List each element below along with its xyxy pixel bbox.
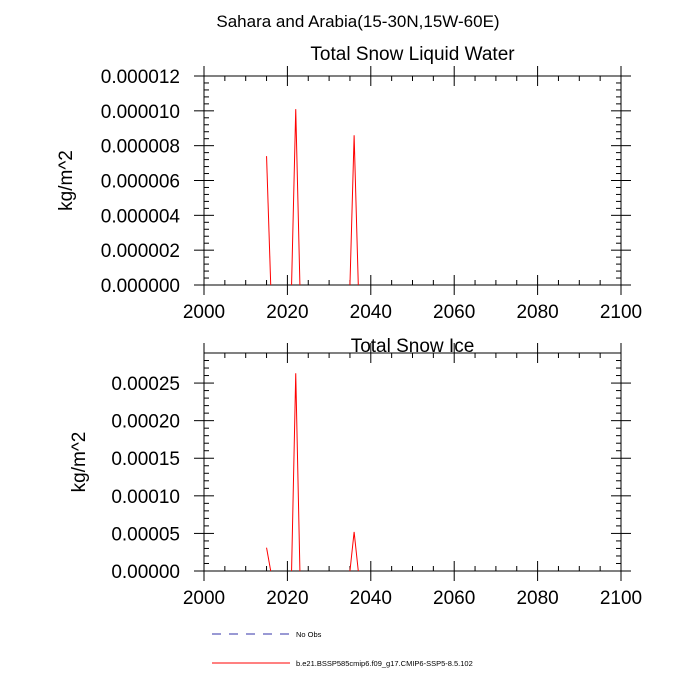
legend: No Obs b.e21.BSSP585cmip6.f09_g17.CMIP6-… <box>212 630 473 668</box>
series-line-model <box>266 156 272 286</box>
y-tick-label: 0.00005 <box>111 524 180 545</box>
y-tick-label: 0.00000 <box>111 562 180 583</box>
x-tick-label: 2000 <box>183 588 225 609</box>
x-tick-label: 2080 <box>516 302 558 323</box>
y-tick-label: 0.000010 <box>101 102 180 123</box>
x-tick-label: 2040 <box>350 302 392 323</box>
y-tick-label: 0.00020 <box>111 412 180 433</box>
series-line-model <box>291 373 301 572</box>
panel-title: Total Snow Liquid Water <box>310 44 515 65</box>
series-line-model <box>349 135 359 286</box>
x-tick-label: 2020 <box>266 302 308 323</box>
legend-label-no-obs: No Obs <box>296 630 322 639</box>
x-tick-label: 2100 <box>600 588 642 609</box>
y-tick-label: 0.000012 <box>101 67 180 88</box>
chart-panels: Total Snow Liquid Water 2000 2020 2040 2060 2… <box>56 44 642 609</box>
x-tick-label: 2060 <box>433 588 475 609</box>
x-tick-label: 2020 <box>266 588 308 609</box>
y-tick-label: 0.00015 <box>111 449 180 470</box>
y-tick-label: 0.000006 <box>101 172 180 193</box>
y-tick-label: 0.000000 <box>101 276 180 297</box>
series-line-model <box>291 109 301 286</box>
y-tick-label: 0.000002 <box>101 241 180 262</box>
y-tick-label: 0.00025 <box>111 374 180 395</box>
y-tick-label: 0.00010 <box>111 487 180 508</box>
y-tick-label: 0.000004 <box>101 206 181 227</box>
x-tick-label: 2080 <box>516 588 558 609</box>
y-axis-title: kg/m^2 <box>69 432 90 493</box>
legend-label-model: b.e21.BSSP585cmip6.f09_g17.CMIP6-SSP5-8.… <box>296 659 473 668</box>
chart-panel-2: Total Snow Ice 2000 2020 2040 2060 2080 2100 0.… <box>69 336 642 609</box>
figure-title: Sahara and Arabia(15-30N,15W-60E) <box>216 12 499 31</box>
plot-frame <box>203 352 622 572</box>
panel-title: Total Snow Ice <box>351 336 475 357</box>
x-tick-label: 2000 <box>183 302 225 323</box>
series-line-model <box>266 547 272 572</box>
x-tick-label: 2060 <box>433 302 475 323</box>
y-axis-title: kg/m^2 <box>56 150 77 211</box>
y-tick-label: 0.000008 <box>101 137 180 158</box>
x-tick-label: 2040 <box>350 588 392 609</box>
chart-panel-1: Total Snow Liquid Water 2000 2020 2040 2060 2… <box>56 44 642 323</box>
x-tick-label: 2100 <box>600 302 642 323</box>
plot-frame <box>203 75 622 286</box>
series-line-model <box>349 531 359 572</box>
